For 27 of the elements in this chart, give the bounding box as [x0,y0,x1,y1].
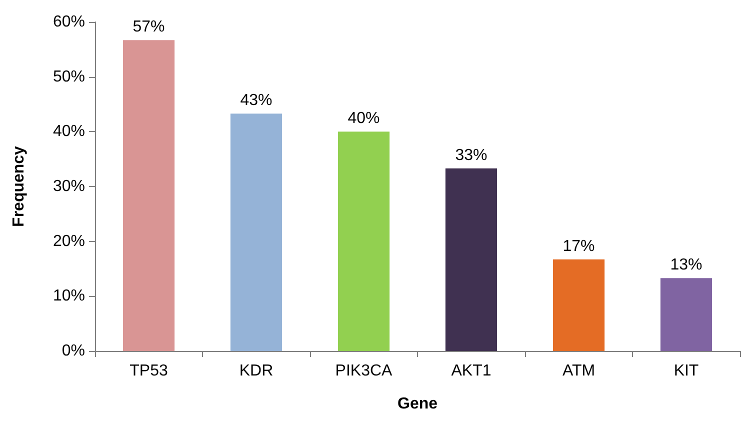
y-tick-label: 40% [52,123,85,140]
y-tick-label: 10% [52,288,85,305]
data-label: 43% [240,92,272,110]
bar [230,114,282,351]
y-tick-label: 30% [52,178,85,195]
bar [552,259,605,351]
y-tick-label: 60% [52,14,85,30]
x-tick-label: TP53 [130,362,168,380]
x-tick-label: ATM [562,362,596,380]
data-label: 17% [562,238,595,255]
bar [445,168,498,351]
data-label: 40% [348,110,380,128]
y-tick-label: 20% [52,232,85,250]
bar [338,132,390,351]
y-tick-label: 50% [52,68,85,86]
data-label: 57% [132,18,165,36]
data-label: 33% [455,146,488,164]
x-tick-label: AKT1 [451,362,492,380]
data-label: 13% [670,256,702,274]
y-axis-title: Frequency [10,146,28,227]
x-tick-label: PIK3CA [335,362,393,380]
x-tick-label: KDR [239,362,274,380]
x-axis-title: Gene [397,396,438,412]
bar [122,40,175,351]
x-tick-label: KIT [674,362,699,380]
y-tick-label: 0% [62,342,85,360]
bar [660,278,712,351]
